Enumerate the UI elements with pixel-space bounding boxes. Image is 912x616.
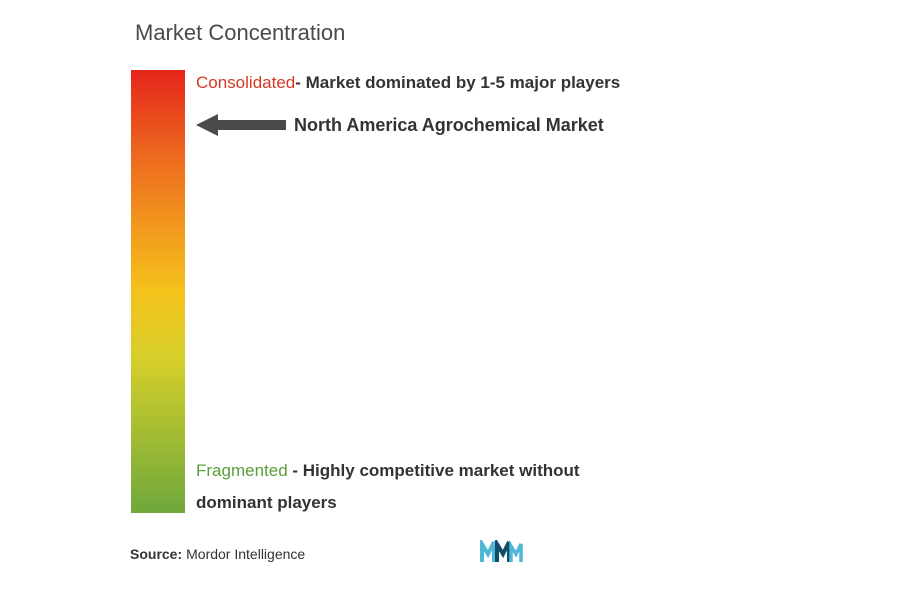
market-pointer: North America Agrochemical Market [196, 112, 604, 138]
concentration-gradient-bar [131, 70, 185, 513]
source-row: Source: Mordor Intelligence [130, 546, 630, 562]
page-title: Market Concentration [135, 20, 345, 46]
source-label: Source: [130, 546, 182, 562]
consolidated-desc: - Market dominated by 1-5 major players [295, 73, 620, 92]
market-name-label: North America Agrochemical Market [294, 115, 604, 136]
mordor-logo-icon [480, 540, 524, 564]
consolidated-label: Consolidated- Market dominated by 1-5 ma… [196, 73, 620, 93]
fragmented-term: Fragmented [196, 461, 288, 480]
arrow-left-icon [196, 112, 286, 138]
source-value: Mordor Intelligence [186, 546, 305, 562]
fragmented-label: Fragmented - Highly competitive market w… [196, 455, 646, 520]
consolidated-term: Consolidated [196, 73, 295, 92]
